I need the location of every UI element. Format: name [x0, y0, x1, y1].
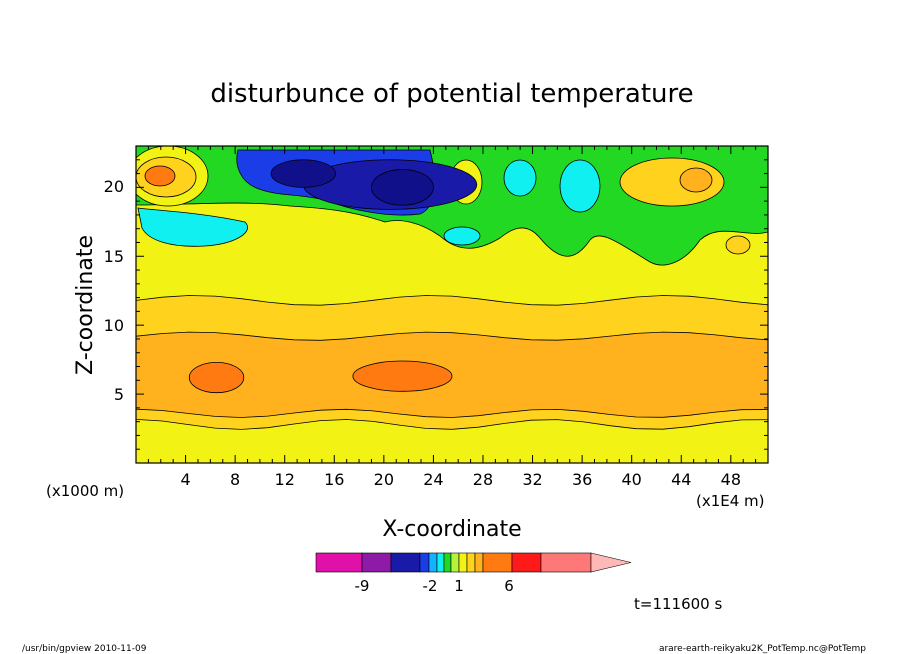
- colorbar-label: 6: [504, 577, 514, 595]
- colorbar-label: 1: [454, 577, 464, 595]
- colorbar-segment: [361, 552, 392, 573]
- colorbar-segment: [482, 552, 513, 573]
- cyan-patch-2: [559, 159, 601, 213]
- colorbar-label: -9: [355, 577, 370, 595]
- y-tick-label: 10: [104, 316, 124, 335]
- plot-area: [136, 146, 768, 463]
- y-tick-label: 5: [114, 385, 124, 404]
- orange-patch-right-core: [679, 167, 713, 193]
- colorbar-segment: [443, 552, 452, 573]
- colorbar-segment: [428, 552, 438, 573]
- x-tick-label: 4: [180, 470, 190, 489]
- colorbar-segment: [466, 552, 476, 573]
- colorbar-segment: [540, 552, 592, 573]
- footer-left: /usr/bin/gpview 2010-11-09: [22, 644, 147, 654]
- contour-blob: [371, 169, 434, 206]
- x-tick-label: 16: [324, 470, 344, 489]
- colorbar-segment: [458, 552, 468, 573]
- x-tick-label: 36: [572, 470, 592, 489]
- x-tick-label: 32: [522, 470, 542, 489]
- contour-blob: [352, 360, 453, 392]
- orange-patch-small: [725, 235, 751, 255]
- colorbar-segment: [511, 552, 542, 573]
- x-axis-label: X-coordinate: [382, 517, 521, 542]
- chart-title: disturbunce of potential temperature: [210, 79, 693, 109]
- colorbar-segment: [474, 552, 484, 573]
- footer-right: arare-earth-reikyaku2K_PotTemp.nc@PotTem…: [659, 644, 866, 654]
- contour-blob: [188, 361, 245, 394]
- x-tick-label: 24: [423, 470, 443, 489]
- colorbar-segment: [315, 552, 363, 573]
- colorbar-label: -2: [423, 577, 438, 595]
- plot-frame: [135, 145, 769, 464]
- axis-ticks: [136, 146, 768, 463]
- cyan-patch-3: [443, 226, 481, 246]
- x-tick-label: 44: [671, 470, 691, 489]
- colorbar: [315, 552, 632, 573]
- x-tick-label: 12: [275, 470, 295, 489]
- orange-patch-left-core: [144, 165, 176, 187]
- x-unit-left: (x1000 m): [46, 482, 124, 500]
- x-unit-right: (x1E4 m): [696, 492, 765, 510]
- cyan-patch-1: [503, 159, 537, 197]
- colorbar-segment: [436, 552, 445, 573]
- colorbar-segment: [390, 552, 421, 573]
- x-tick-label: 40: [622, 470, 642, 489]
- colorbar-segment: [419, 552, 430, 573]
- cyan-region-left: [137, 207, 248, 247]
- colorbar-segment: [450, 552, 460, 573]
- colorbar-arrow: [590, 552, 632, 573]
- x-tick-label: 20: [374, 470, 394, 489]
- x-tick-label: 48: [721, 470, 741, 489]
- x-tick-label: 28: [473, 470, 493, 489]
- y-tick-label: 20: [104, 177, 124, 196]
- y-tick-label: 15: [104, 247, 124, 266]
- contour-blob: [270, 159, 336, 188]
- time-label: t=111600 s: [634, 595, 722, 613]
- x-tick-label: 8: [230, 470, 240, 489]
- y-axis-label: Z-coordinate: [73, 235, 98, 375]
